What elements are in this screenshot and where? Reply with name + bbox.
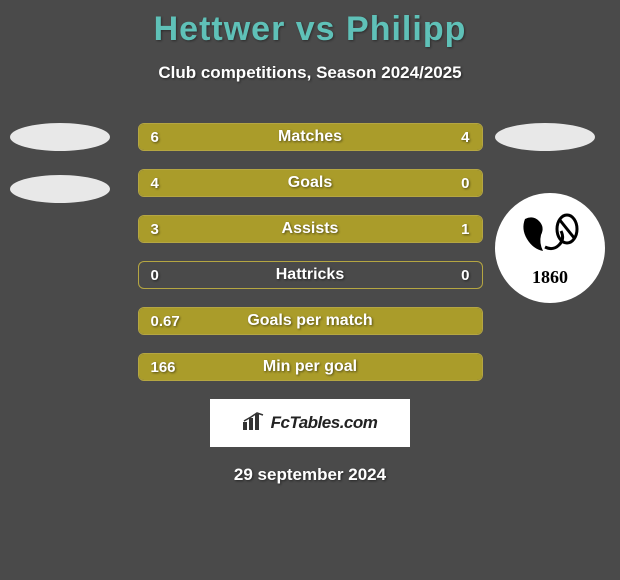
stat-bar-assists: 3Assists1 (138, 215, 483, 243)
stat-bar-hattricks: 0Hattricks0 (138, 261, 483, 289)
stat-bar-matches: 6Matches4 (138, 123, 483, 151)
stat-bar-goals-per-match: 0.67Goals per match (138, 307, 483, 335)
right-player-badges: 1860 (495, 123, 605, 303)
chart-icon (243, 412, 265, 435)
brand-text: FcTables.com (271, 413, 378, 433)
left-badge-2 (10, 175, 110, 203)
right-badge-1 (495, 123, 595, 151)
bar-value-right: 1 (461, 216, 469, 242)
left-player-badges (10, 123, 110, 203)
left-badge-1 (10, 123, 110, 151)
stat-bar-goals: 4Goals0 (138, 169, 483, 197)
bar-label: Hattricks (139, 262, 482, 288)
bar-value-right: 0 (461, 262, 469, 288)
bar-label: Goals per match (139, 308, 482, 334)
bar-label: Assists (139, 216, 482, 242)
stat-bars: 6Matches44Goals03Assists10Hattricks00.67… (138, 123, 483, 381)
lion-icon (515, 211, 585, 261)
date-line: 29 september 2024 (0, 465, 620, 485)
bar-label: Matches (139, 124, 482, 150)
bar-value-right: 0 (461, 170, 469, 196)
stat-bar-min-per-goal: 166Min per goal (138, 353, 483, 381)
subtitle: Club competitions, Season 2024/2025 (0, 63, 620, 83)
club-logo-1860: 1860 (495, 193, 605, 303)
bar-label: Min per goal (139, 354, 482, 380)
bar-value-right: 4 (461, 124, 469, 150)
brand-badge: FcTables.com (210, 399, 410, 447)
club-logo-inner: 1860 (515, 211, 585, 286)
bar-label: Goals (139, 170, 482, 196)
page-title: Hettwer vs Philipp (0, 0, 620, 49)
club-year: 1860 (515, 268, 585, 286)
comparison-area: 1860 6Matches44Goals03Assists10Hattricks… (0, 123, 620, 381)
